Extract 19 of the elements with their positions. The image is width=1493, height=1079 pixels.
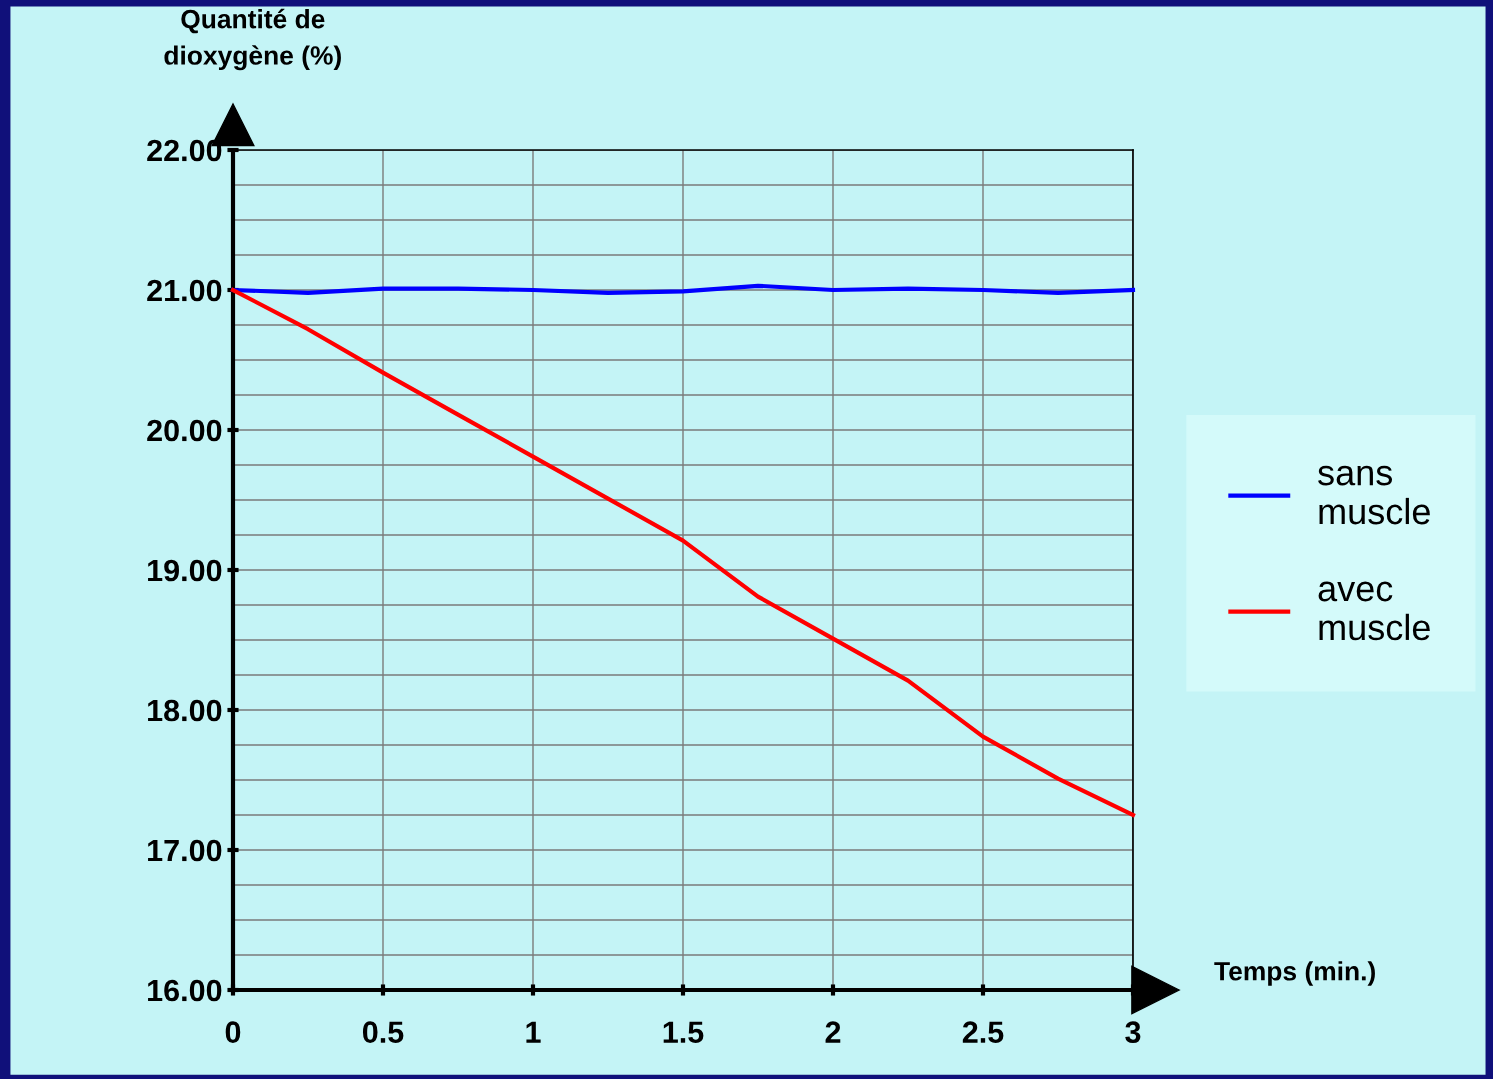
x-tick-label: 1 (526, 1021, 541, 1043)
y-tick-label: 19.00 (148, 559, 222, 582)
y-tick-label: 18.00 (148, 699, 222, 722)
x-tick-label: 2 (825, 1021, 841, 1043)
x-tick-label: 3 (1125, 1021, 1141, 1044)
x-tick-label: 2.5 (962, 1021, 1004, 1043)
y-tick-label: 21.00 (147, 279, 222, 302)
x-axis-title: Temps (min.) (1214, 961, 1375, 986)
y-tick-label: 22.00 (147, 139, 222, 162)
y-tick-label: 20.00 (147, 419, 222, 442)
y-tick-label: 17.00 (148, 839, 222, 862)
x-tick-label: 0.5 (362, 1021, 404, 1043)
y-tick-label: 16.00 (148, 979, 222, 1002)
x-tick-label: 1.5 (663, 1021, 704, 1043)
legend-label: sans muscle (1318, 465, 1430, 525)
x-tick-label: 0 (225, 1021, 241, 1043)
legend-label: avec muscle (1318, 581, 1430, 641)
y-axis-title: Quantité de dioxygène (%) (164, 8, 341, 71)
line-series (230, 287, 1136, 818)
